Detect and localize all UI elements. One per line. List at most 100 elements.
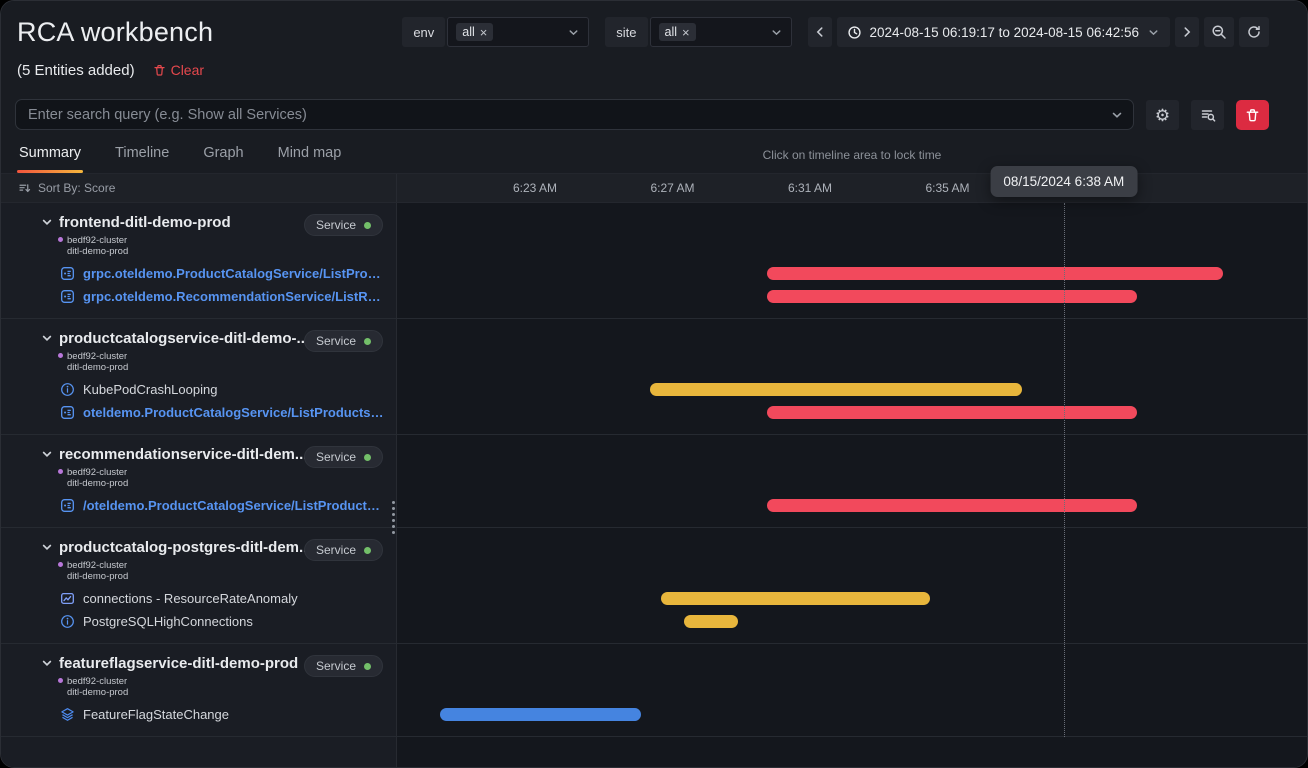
entity-cluster-info: bedf92-cluster ditl-demo-prod	[58, 676, 396, 698]
header-section: RCA workbench env all × sit	[1, 1, 1307, 173]
time-tick-label: 6:27 AM	[650, 181, 695, 195]
time-axis[interactable]: 6:23 AM 6:27 AM 6:31 AM 6:35 AM	[397, 174, 1307, 202]
entity-items: KubePodCrashLooping oteldemo.ProductCatal…	[1, 378, 396, 424]
timeline-lane[interactable]	[397, 528, 1307, 643]
entity-name[interactable]: featureflagservice-ditl-demo-prod	[59, 654, 299, 672]
entity-namespace: ditl-demo-prod	[67, 687, 129, 698]
chevron-down-icon[interactable]	[567, 26, 580, 39]
info-icon	[60, 382, 75, 397]
timeline-bar[interactable]	[683, 615, 739, 628]
entity-item-label[interactable]: /oteldemo.ProductCatalogService/ListProd…	[83, 498, 386, 513]
rows-filler	[1, 737, 1307, 767]
entity-namespace: ditl-demo-prod	[67, 571, 129, 582]
entity-cluster-info: bedf92-cluster ditl-demo-prod	[58, 467, 396, 489]
tab-timeline[interactable]: Timeline	[115, 145, 170, 161]
entity-panel: featureflagservice-ditl-demo-prod bedf92…	[1, 644, 397, 736]
entity-item-label[interactable]: oteldemo.ProductCatalogService/ListProdu…	[83, 405, 386, 420]
chevron-left-icon	[813, 25, 827, 39]
entity-name[interactable]: frontend-ditl-demo-prod	[59, 213, 231, 231]
time-back-button[interactable]	[807, 17, 832, 47]
chevron-down-icon[interactable]	[41, 657, 53, 669]
timeline-bar[interactable]	[661, 592, 931, 605]
site-filter: site all ×	[605, 17, 792, 47]
chevron-down-icon[interactable]	[41, 541, 53, 553]
env-filter-chip[interactable]: all ×	[456, 23, 494, 41]
entity-item-label[interactable]: grpc.oteldemo.RecommendationService/List…	[83, 289, 386, 304]
refresh-button[interactable]	[1239, 17, 1269, 47]
timeline-bar[interactable]	[440, 708, 641, 721]
clear-entities-button[interactable]: Clear	[153, 62, 204, 78]
tab-graph[interactable]: Graph	[203, 145, 244, 161]
timeline-lane[interactable]	[397, 203, 1307, 318]
panel-resize-handle[interactable]	[392, 501, 395, 534]
entity-item[interactable]: oteldemo.ProductCatalogService/ListProdu…	[1, 401, 396, 424]
entity-name[interactable]: productcatalog-postgres-ditl-dem...	[59, 538, 312, 556]
timeline-lane-filler[interactable]	[397, 737, 1307, 767]
entity-cluster: bedf92-cluster	[67, 467, 128, 478]
entity-badge-label: Service	[315, 218, 356, 232]
tab-summary[interactable]: Summary	[17, 145, 84, 173]
entity-item[interactable]: /oteldemo.ProductCatalogService/ListProd…	[1, 494, 396, 517]
layers-icon	[60, 707, 75, 722]
env-filter-select[interactable]: all ×	[447, 17, 590, 47]
entity-panel: productcatalogservice-ditl-demo-... bedf…	[1, 319, 397, 434]
chevron-down-icon[interactable]	[41, 216, 53, 228]
timeline-bar[interactable]	[767, 267, 1223, 280]
settings-button[interactable]: ⚙	[1146, 100, 1179, 130]
tabs-row: Summary Timeline Graph Mind map Click on ti…	[1, 130, 1307, 173]
entity-item-label[interactable]: grpc.oteldemo.ProductCatalogService/List…	[83, 266, 386, 281]
cluster-dot-icon	[58, 237, 63, 242]
timeline-bar[interactable]	[649, 383, 1022, 396]
search-input[interactable]	[15, 99, 1134, 130]
sort-label: Sort By: Score	[38, 181, 116, 195]
entity-item[interactable]: grpc.oteldemo.ProductCatalogService/List…	[1, 262, 396, 285]
time-tick-label: 6:35 AM	[925, 181, 970, 195]
chevron-down-icon[interactable]	[41, 332, 53, 344]
time-tick-label: 6:31 AM	[787, 181, 833, 195]
status-dot-icon	[364, 662, 371, 670]
topbar: RCA workbench env all × sit	[1, 1, 1307, 57]
zoom-out-button[interactable]	[1204, 17, 1234, 47]
env-filter: env all ×	[402, 17, 590, 47]
status-dot-icon	[364, 546, 371, 554]
info-icon	[60, 614, 75, 629]
timeline-lane[interactable]	[397, 319, 1307, 434]
entity-badge-label: Service	[315, 450, 356, 464]
chevron-down-icon[interactable]	[1110, 108, 1124, 122]
entity-row: productcatalog-postgres-ditl-dem... bedf…	[1, 528, 1307, 644]
time-forward-button[interactable]	[1175, 17, 1199, 47]
page-title: RCA workbench	[17, 16, 214, 47]
time-range-picker[interactable]: 2024-08-15 06:19:17 to 2024-08-15 06:42:…	[836, 17, 1170, 47]
chevron-down-icon[interactable]	[41, 448, 53, 460]
site-filter-chip[interactable]: all ×	[658, 23, 696, 41]
entity-namespace: ditl-demo-prod	[67, 478, 129, 489]
site-filter-select[interactable]: all ×	[649, 17, 792, 47]
delete-query-button[interactable]	[1236, 100, 1269, 130]
entity-namespace: ditl-demo-prod	[67, 362, 129, 373]
status-dot-icon	[364, 453, 371, 461]
entity-item[interactable]: grpc.oteldemo.RecommendationService/List…	[1, 285, 396, 308]
saved-searches-button[interactable]	[1191, 100, 1224, 130]
timeline-bar[interactable]	[767, 406, 1137, 419]
timeline-bar[interactable]	[767, 290, 1137, 303]
entity-name[interactable]: productcatalogservice-ditl-demo-...	[59, 329, 310, 347]
sort-control[interactable]: Sort By: Score	[1, 174, 397, 202]
remove-filter-icon[interactable]: ×	[479, 24, 488, 40]
time-range-text: 2024-08-15 06:19:17 to 2024-08-15 06:42:…	[869, 24, 1139, 40]
timeline-lane[interactable]	[397, 435, 1307, 527]
entity-row: productcatalogservice-ditl-demo-... bedf…	[1, 319, 1307, 435]
entity-panel: frontend-ditl-demo-prod bedf92-cluster d…	[1, 203, 397, 318]
timeline-lane[interactable]	[397, 644, 1307, 736]
chevron-down-icon[interactable]	[770, 26, 783, 39]
trash-icon	[1245, 108, 1260, 123]
timeline-bar[interactable]	[767, 499, 1137, 512]
remove-filter-icon[interactable]: ×	[682, 24, 690, 40]
entity-rows: frontend-ditl-demo-prod bedf92-cluster d…	[1, 203, 1307, 767]
gear-icon: ⚙	[1154, 105, 1171, 125]
entity-name[interactable]: recommendationservice-ditl-dem...	[59, 445, 308, 463]
entity-row: recommendationservice-ditl-dem... bedf92…	[1, 435, 1307, 528]
entities-added-count: (5 Entities added)	[17, 61, 135, 79]
tab-mind-map[interactable]: Mind map	[277, 145, 342, 161]
entity-badge-label: Service	[315, 543, 356, 557]
subheader: (5 Entities added) Clear	[1, 57, 1307, 83]
